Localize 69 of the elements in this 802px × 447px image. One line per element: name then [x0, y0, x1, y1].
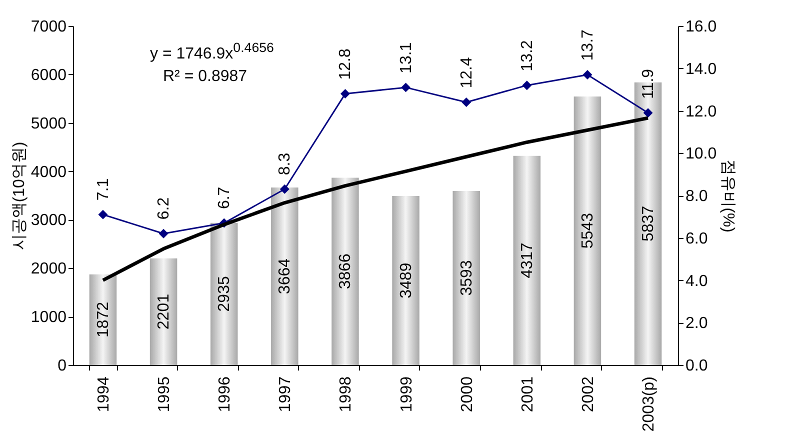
data-label: 2935	[216, 276, 234, 312]
bar	[513, 156, 541, 365]
point	[98, 210, 108, 220]
y2-axis-title: 점유비(%)	[720, 160, 737, 232]
x-tick-label: 1994	[95, 376, 112, 412]
point	[643, 108, 653, 118]
y-tick-label: 3000	[30, 212, 67, 230]
point	[340, 89, 350, 99]
point	[462, 98, 472, 108]
y-tick-label: 5000	[30, 115, 67, 132]
point	[582, 70, 592, 80]
bar	[332, 178, 359, 365]
x-tick-label: 2000	[458, 376, 476, 412]
y2-tick-label: 14.0	[686, 60, 717, 78]
bar	[89, 274, 117, 365]
point	[401, 82, 411, 92]
x-tick-label: 1996	[216, 376, 234, 412]
bar	[271, 188, 298, 365]
x-tick-label: 2001	[519, 376, 536, 412]
x-tick-label: 1998	[338, 376, 355, 412]
data-label: 7.1	[94, 178, 112, 201]
data-label: 3664	[276, 258, 294, 294]
y2-tick-label: 0.0	[686, 358, 708, 374]
y2-tick-label: 2.0	[686, 315, 708, 332]
bar	[392, 196, 420, 365]
data-label: 11.9	[640, 68, 658, 99]
y2-tick-label: 16.0	[686, 18, 717, 36]
y-tick-label: 4000	[30, 164, 67, 181]
y-tick-label: 0	[58, 358, 67, 374]
bar	[150, 258, 178, 365]
y2-tick-label: 8.0	[686, 188, 708, 205]
annotation: R² = 0.8987	[163, 68, 248, 86]
y-tick-label: 7000	[30, 18, 67, 36]
bar	[574, 96, 602, 365]
x-tick-label: 2003(p)	[640, 376, 658, 432]
data-label: 13.1	[398, 42, 415, 74]
annotation: y = 1746.9x$^{0.4656}$	[150, 40, 274, 64]
data-label: 3489	[398, 262, 415, 298]
data-label: 8.3	[276, 152, 294, 176]
y-tick-label: 2000	[30, 260, 67, 278]
data-label: 12.8	[337, 48, 354, 80]
data-label: 6.7	[216, 186, 234, 210]
data-label: 2201	[156, 294, 173, 330]
y-axis-title: 시공액(10억원)	[10, 142, 28, 250]
data-label: 5543	[579, 212, 596, 249]
data-label: 1872	[94, 302, 112, 338]
point	[158, 228, 168, 238]
x-tick-label: 1997	[277, 376, 294, 412]
data-label: 3866	[337, 253, 354, 290]
data-label: 6.2	[156, 197, 173, 220]
point	[280, 184, 290, 194]
y-tick-label: 6000	[30, 66, 67, 84]
y2-tick-label: 4.0	[686, 272, 708, 290]
bar	[210, 222, 238, 365]
data-label: 12.4	[458, 57, 476, 88]
data-label: 4317	[518, 242, 536, 278]
x-tick-label: 1995	[156, 376, 174, 412]
y2-tick-label: 10.0	[686, 146, 717, 163]
y2-tick-label: 6.0	[686, 230, 708, 248]
x-tick-label: 1999	[398, 376, 416, 412]
data-label: 3593	[458, 260, 476, 296]
y2-tick-label: 12.0	[686, 103, 717, 120]
data-label: 13.7	[579, 29, 596, 61]
data-label: 5837	[640, 206, 658, 242]
y-tick-label: 1000	[30, 309, 67, 326]
data-label: 13.2	[518, 40, 536, 72]
bar	[452, 190, 480, 365]
point	[522, 80, 532, 90]
x-tick-label: 2002	[580, 376, 597, 412]
